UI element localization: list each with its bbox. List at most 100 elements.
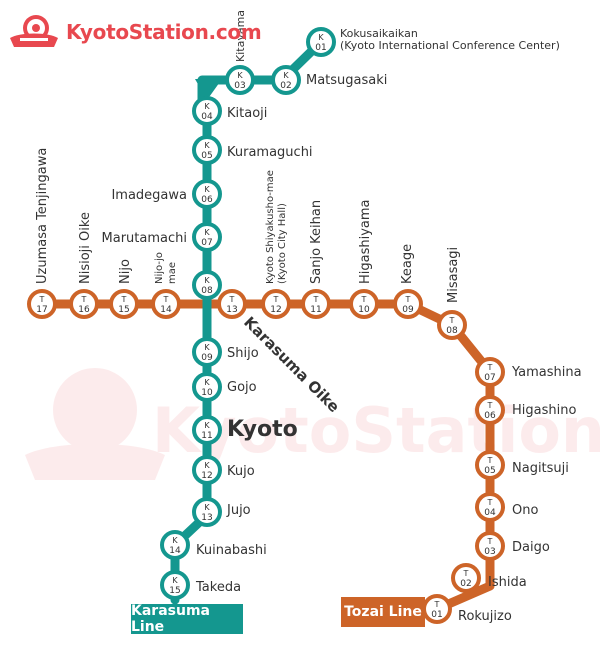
station-marker-t14[interactable]: T14 [151,289,181,319]
station-name2-t12: (Kyoto City Hall) [277,203,288,284]
station-marker-k15[interactable]: K15 [160,570,190,600]
station-number: 13 [201,513,212,523]
station-circle [27,289,57,319]
station-name2-t14: mae [167,262,178,284]
station-number: 14 [160,305,172,315]
station-marker-k06[interactable]: K06 [192,179,222,209]
station-circle [192,96,222,126]
station-circle [475,492,505,522]
station-name-t05: Nagitsuji [512,461,569,476]
station-circle [261,289,291,319]
station-name-k15: Takeda [195,580,241,595]
station-code: K [283,71,289,80]
station-circle [475,531,505,561]
station-code: T [313,295,319,304]
station-name-k11: Kyoto [227,417,298,442]
station-circle [437,310,467,340]
station-marker-t13[interactable]: T13 [217,289,247,319]
station-code: K [204,102,210,111]
station-name-t04: Ono [512,503,538,518]
station-code: T [81,295,87,304]
karasuma-line-diagonal [195,79,222,100]
station-circle [160,570,190,600]
station-marker-t04[interactable]: T04 [475,492,505,522]
station-marker-t17[interactable]: T17 [27,289,57,319]
watermark: KyotoStation.com [25,368,600,480]
station-name-t08: Misasagi [446,247,461,303]
station-circle [225,65,255,95]
station-marker-t08[interactable]: T08 [437,310,467,340]
station-name-t07: Yamashina [511,365,582,380]
station-circle [192,270,222,300]
station-code: T [487,498,493,507]
station-code: T [405,295,411,304]
station-marker-k12[interactable]: K12 [192,455,222,485]
station-circle [192,372,222,402]
station-number: 06 [201,195,213,205]
station-number: 07 [484,373,495,383]
station-number: 16 [78,305,90,315]
station-name-k12: Kujo [227,464,255,479]
station-circle [393,289,423,319]
station-number: 10 [358,305,370,315]
station-number: 11 [201,431,212,441]
tozai-line-badge: Tozai Line [341,597,425,627]
station-code: K [204,185,210,194]
station-name-t01: Rokujizo [458,609,512,624]
station-marker-k07[interactable]: K07 [192,222,222,252]
station-circle [271,65,301,95]
station-circle [192,135,222,165]
station-code: K [204,343,210,352]
brand-name: KyotoStation.com [66,20,262,44]
station-number: 09 [201,353,213,363]
station-marker-t02[interactable]: T02 [451,563,481,593]
station-marker-t15[interactable]: T15 [109,289,139,319]
station-marker-t05[interactable]: T05 [475,450,505,480]
station-name-k07: Marutamachi [102,231,187,246]
station-marker-t16[interactable]: T16 [69,289,99,319]
station-circle [192,179,222,209]
station-marker-k10[interactable]: K10 [192,372,222,402]
station-circle [69,289,99,319]
station-marker-k05[interactable]: K05 [192,135,222,165]
station-code: T [463,569,469,578]
station-marker-t01[interactable]: T01 [422,594,452,624]
station-circle [192,415,222,445]
train-logo-icon [10,15,58,47]
station-marker-k08[interactable]: K08 [192,270,222,300]
station-marker-k13[interactable]: K13 [192,497,222,527]
station-number: 05 [484,466,495,476]
station-marker-t11[interactable]: T11 [301,289,331,319]
station-marker-t12[interactable]: T12 [261,289,291,319]
station-marker-t10[interactable]: T10 [349,289,379,319]
station-name-k13: Jujo [226,503,251,518]
station-marker-k04[interactable]: K04 [192,96,222,126]
station-code: T [273,295,279,304]
station-number: 14 [169,546,181,556]
station-marker-t06[interactable]: T06 [475,395,505,425]
station-name-k02: Matsugasaki [306,73,387,88]
station-number: 02 [280,81,291,91]
station-code: T [487,537,493,546]
station-code: T [487,456,493,465]
station-marker-t07[interactable]: T07 [475,357,505,387]
station-marker-t03[interactable]: T03 [475,531,505,561]
station-number: 09 [402,305,414,315]
station-name-k01: Kokusaikaikan [340,27,418,40]
station-marker-k11[interactable]: K11 [192,415,222,445]
station-marker-k02[interactable]: K02 [271,65,301,95]
station-marker-t09[interactable]: T09 [393,289,423,319]
station-circle [349,289,379,319]
station-name-t02: Ishida [488,575,527,590]
station-marker-k09[interactable]: K09 [192,337,222,367]
station-marker-k14[interactable]: K14 [160,530,190,560]
station-marker-k01[interactable]: K01 [306,27,336,57]
station-number: 04 [201,112,213,122]
station-number: 02 [460,579,471,589]
station-name-t15: Nijo [118,259,133,284]
station-circle [475,395,505,425]
station-circle [109,289,139,319]
brand-logo[interactable]: KyotoStation.com [8,14,262,50]
station-marker-k03[interactable]: K03 [225,65,255,95]
station-name-t06: Higashino [512,403,576,418]
